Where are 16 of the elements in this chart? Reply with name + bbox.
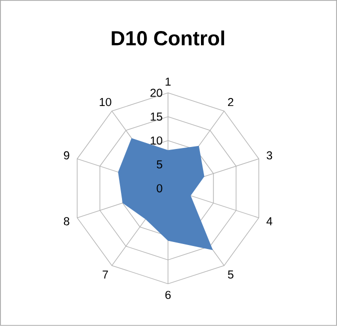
spoke-label: 8 xyxy=(64,217,70,226)
spoke-label: 3 xyxy=(266,151,272,160)
spoke-label: 10 xyxy=(100,98,112,106)
y-tick-label: 5 xyxy=(156,160,162,169)
spoke-label: 5 xyxy=(228,270,234,279)
spoke-label: 9 xyxy=(64,151,70,160)
y-tick-label: 10 xyxy=(150,136,162,145)
y-tick-label: 15 xyxy=(150,112,162,121)
y-tick-label: 20 xyxy=(150,88,162,97)
chart-title: D10 Control xyxy=(112,30,224,46)
y-tick-label: 0 xyxy=(156,184,162,192)
spoke-label: 6 xyxy=(165,290,171,300)
spoke-label: 1 xyxy=(166,78,171,86)
spoke-label: 4 xyxy=(266,217,272,226)
spoke-label: 7 xyxy=(102,270,108,279)
spoke-label: 2 xyxy=(228,98,234,106)
